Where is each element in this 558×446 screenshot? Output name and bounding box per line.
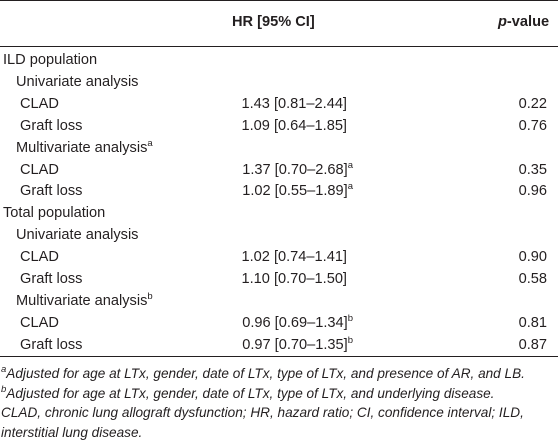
row-hr-text: 1.09 [0.64–1.85] — [241, 117, 348, 134]
table-top-rule — [0, 0, 558, 1]
row-label-text: CLAD — [20, 314, 59, 331]
row-p-value: 0.76 — [518, 117, 547, 134]
footnote-b-text: Adjusted for age at LTx, gender, date of… — [6, 385, 495, 401]
row-label: CLAD — [20, 248, 59, 266]
row-hr-value: 0.96 [0.69–1.34]b — [193, 314, 353, 332]
row-hr-text: 1.02 [0.74–1.41] — [241, 249, 348, 266]
row-hr-footnote-mark: b — [347, 312, 353, 324]
row-hr-value: 1.10 [0.70–1.50] — [193, 270, 353, 288]
row-label: Multivariate analysisa — [16, 137, 153, 157]
row-hr-footnote-mark: a — [347, 159, 353, 171]
row-label-text: Total population — [3, 205, 106, 222]
row-label-text: Multivariate analysis — [16, 139, 148, 156]
row-label: Total population — [3, 204, 105, 222]
footnote-a-mark: a — [1, 364, 7, 375]
row-label-text: Univariate analysis — [16, 227, 139, 244]
row-label: Multivariate analysisb — [16, 292, 153, 310]
row-label: Graft loss — [20, 336, 82, 354]
row-p-value: 0.58 — [518, 271, 547, 287]
row-label-text: Multivariate analysis — [16, 292, 148, 309]
row-label: Graft loss — [20, 117, 82, 135]
row-label: Graft loss — [20, 270, 82, 288]
row-label-text: CLAD — [20, 95, 59, 112]
row-label-text: Graft loss — [20, 117, 83, 134]
row-hr-text: 0.96 [0.69–1.34] — [242, 314, 348, 331]
footnote-abbrev-2: interstitial lung disease. — [1, 424, 143, 440]
row-hr-value: 1.37 [0.70–2.68]a — [193, 159, 353, 179]
row-hr-value: 1.02 [0.55–1.89]a — [193, 182, 353, 200]
table-bottom-rule — [0, 356, 558, 357]
row-hr-text: 1.43 [0.81–2.44] — [241, 95, 348, 112]
header-p-italic: p — [498, 14, 507, 30]
footnote-abbrev-1: CLAD, chronic lung allograft dysfunction… — [1, 405, 524, 420]
row-label: ILD population — [3, 51, 97, 69]
row-label: CLAD — [20, 314, 59, 332]
row-p-value: 0.81 — [518, 314, 547, 331]
row-label-text: Graft loss — [20, 183, 83, 200]
footnote-b-mark: b — [1, 383, 7, 395]
row-hr-value: 1.02 [0.74–1.41] — [193, 248, 353, 266]
footnote-a: aAdjusted for age at LTx, gender, date o… — [1, 364, 557, 384]
row-label: Univariate analysis — [16, 73, 138, 91]
row-label-text: Graft loss — [20, 336, 83, 353]
footnotes: aAdjusted for age at LTx, gender, date o… — [1, 364, 557, 442]
row-label-text: CLAD — [20, 249, 59, 266]
row-p-value: 0.96 — [518, 183, 547, 200]
row-hr-text: 0.97 [0.70–1.35] — [242, 336, 348, 353]
row-label-text: CLAD — [20, 161, 59, 178]
row-p-value: 0.90 — [518, 249, 547, 266]
footnote-b: bAdjusted for age at LTx, gender, date o… — [1, 384, 557, 404]
header-rule — [0, 46, 558, 47]
row-label: Graft loss — [20, 182, 82, 200]
row-p-value: 0.22 — [518, 95, 547, 112]
row-label-text: Univariate analysis — [16, 73, 139, 90]
row-label: Univariate analysis — [16, 226, 138, 244]
header-hr: HR [95% CI] — [232, 14, 315, 30]
row-hr-text: 1.10 [0.70–1.50] — [241, 271, 348, 287]
row-label: CLAD — [20, 95, 59, 113]
row-hr-text: 1.02 [0.55–1.89] — [242, 183, 348, 200]
header-p-value: p-value — [498, 13, 549, 31]
header-p-suffix: -value — [506, 14, 550, 30]
row-label-text: ILD population — [3, 52, 98, 68]
row-hr-value: 0.97 [0.70–1.35]b — [193, 334, 353, 354]
row-label-footnote-mark: a — [147, 137, 153, 149]
row-hr-text: 1.37 [0.70–2.68] — [242, 161, 348, 178]
footnote-a-text: Adjusted for age at LTx, gender, date of… — [6, 366, 525, 381]
row-hr-value: 1.43 [0.81–2.44] — [193, 95, 353, 113]
row-p-value: 0.87 — [518, 336, 547, 353]
row-hr-footnote-mark: b — [347, 334, 353, 346]
row-label-footnote-mark: b — [147, 290, 153, 302]
row-label-text: Graft loss — [20, 271, 83, 287]
row-p-value: 0.35 — [518, 161, 547, 178]
row-hr-footnote-mark: a — [347, 181, 353, 193]
row-hr-value: 1.09 [0.64–1.85] — [193, 117, 353, 135]
row-label: CLAD — [20, 161, 59, 179]
